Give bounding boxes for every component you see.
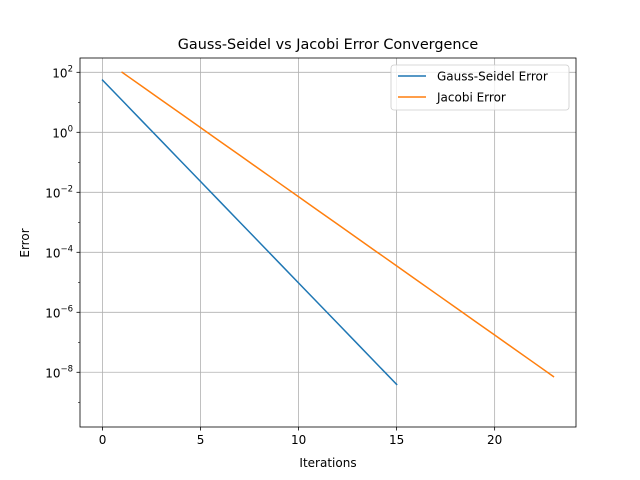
series-line-gauss-seidel (101, 79, 398, 386)
series-line-jacobi (121, 71, 555, 378)
grid-lines (80, 58, 576, 427)
x-tick-label: 5 (197, 433, 205, 447)
x-tick-label: 10 (291, 433, 306, 447)
y-tick-label: 10−4 (45, 244, 73, 260)
x-tick-label: 0 (99, 433, 107, 447)
y-tick-label: 10−6 (45, 304, 73, 320)
y-axis-label: Error (18, 228, 32, 257)
x-axis-label: Iterations (299, 456, 356, 470)
legend-label: Gauss-Seidel Error (437, 70, 548, 84)
plot-frame (79, 57, 577, 428)
x-tick-label: 20 (487, 433, 502, 447)
y-tick-label: 100 (52, 124, 73, 140)
legend: Gauss-Seidel Error Jacobi Error (390, 64, 570, 111)
chart-title: Gauss-Seidel vs Jacobi Error Convergence (178, 37, 479, 53)
legend-label: Jacobi Error (436, 91, 506, 105)
y-tick-label: 102 (52, 64, 73, 80)
axis-ticks: 0 5 10 15 20 102 100 10−2 10−4 10−6 10−8 (45, 64, 502, 447)
y-tick-label: 10−8 (45, 364, 73, 380)
x-tick-label: 15 (389, 433, 404, 447)
legend-box (390, 64, 570, 111)
series-lines (101, 71, 555, 386)
y-tick-label: 10−2 (45, 184, 73, 200)
